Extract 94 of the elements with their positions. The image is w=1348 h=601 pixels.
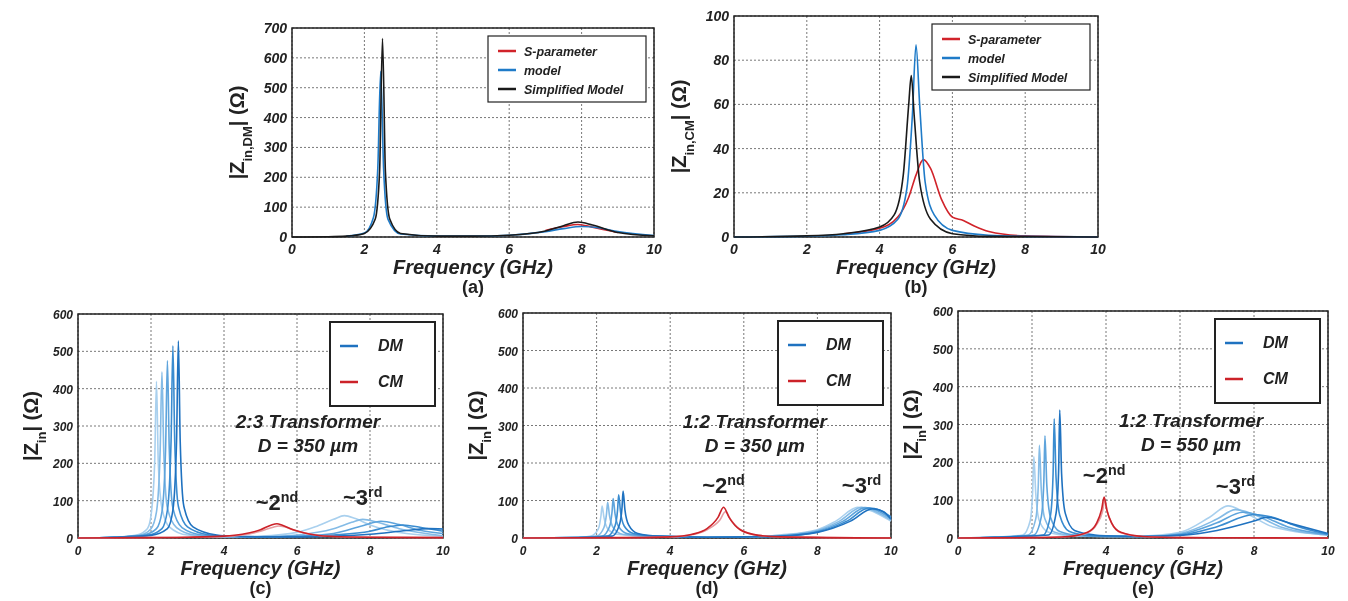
- legend-label: DM: [378, 337, 404, 354]
- y-tick-label: 600: [932, 305, 954, 319]
- legend-label: CM: [826, 372, 852, 389]
- legend-label: Simplified Model: [524, 83, 624, 97]
- y-tick-label: 0: [511, 532, 519, 546]
- annotation: ~2$^{nd}$: [1082, 462, 1126, 489]
- x-tick-label: 10: [884, 544, 898, 558]
- y-tick-label: 200: [496, 457, 519, 471]
- x-tick-label: 6: [293, 544, 301, 558]
- x-tick-label: 2: [1027, 544, 1036, 558]
- text: (e): [1132, 578, 1154, 598]
- x-tick-label: 4: [665, 544, 674, 558]
- x-tick-label: 4: [874, 241, 884, 257]
- y-tick-label: 80: [713, 52, 730, 69]
- x-tick-label: 4: [1101, 544, 1110, 558]
- text: (c): [249, 578, 272, 598]
- y-tick-label: 500: [263, 79, 288, 96]
- text: (d): [695, 578, 719, 598]
- x-tick-label: 6: [1176, 544, 1184, 558]
- annotation: ~3$^{rd}$: [1215, 472, 1256, 499]
- y-tick-label: 100: [52, 494, 74, 509]
- y-tick-label: 300: [263, 139, 288, 156]
- x-tick-label: 2: [359, 241, 369, 257]
- x-tick-label: 4: [431, 241, 441, 257]
- annotation: ~2$^{nd}$: [702, 472, 745, 499]
- x-tick-label: 4: [219, 544, 228, 558]
- x-axis-title: Frequency (GHz): [392, 256, 554, 278]
- y-tick-label: 100: [263, 199, 288, 216]
- annotation: 1:2 Transformer: [682, 410, 829, 432]
- y-tick-label: 20: [712, 184, 730, 201]
- annotation: D = 350 µm: [704, 434, 806, 456]
- y-tick-label: 500: [497, 344, 519, 359]
- y-tick-label: 200: [262, 169, 288, 186]
- y-tick-label: 60: [713, 96, 730, 113]
- x-tick-label: 8: [1021, 241, 1030, 257]
- y-tick-label: 0: [279, 229, 288, 245]
- x-tick-label: 6: [505, 241, 514, 257]
- x-tick-label: 6: [948, 241, 957, 257]
- x-tick-label: 2: [146, 544, 155, 558]
- annotation: ~3$^{rd}$: [841, 472, 882, 499]
- y-tick-label: 40: [712, 140, 730, 157]
- legend-label: DM: [826, 336, 852, 353]
- y-tick-label: 100: [932, 494, 954, 509]
- y-tick-label: 500: [932, 342, 954, 357]
- y-tick-label: 700: [263, 20, 288, 36]
- legend-label: CM: [378, 373, 404, 390]
- y-tick-label: 400: [51, 382, 74, 397]
- legend-label: S-parameter: [524, 45, 599, 59]
- x-tick-label: 2: [592, 544, 601, 558]
- x-tick-label: 10: [1090, 241, 1106, 257]
- annotation: ~3$^{rd}$: [343, 484, 383, 511]
- y-tick-label: 100: [497, 494, 519, 509]
- legend-label: S-parameter: [968, 33, 1043, 47]
- y-tick-label: 500: [52, 345, 74, 360]
- y-tick-label: 300: [52, 420, 74, 434]
- text: (a): [462, 277, 484, 297]
- x-tick-label: 6: [740, 544, 748, 558]
- legend-label: model: [524, 64, 562, 78]
- x-tick-label: 10: [1321, 544, 1335, 558]
- x-axis-title: Frequency (GHz): [1062, 557, 1224, 579]
- y-tick-label: 0: [66, 532, 74, 546]
- x-tick-label: 8: [814, 544, 822, 558]
- legend-label: DM: [1263, 334, 1289, 351]
- x-tick-label: 10: [646, 241, 662, 257]
- annotation: 2:3 Transformer: [234, 411, 382, 433]
- y-tick-label: 200: [931, 456, 954, 471]
- x-tick-label: 10: [436, 544, 450, 558]
- y-tick-label: 100: [705, 8, 730, 24]
- text: (b): [904, 277, 928, 297]
- legend-label: model: [968, 52, 1006, 66]
- x-tick-label: 2: [801, 241, 811, 257]
- annotation: 1:2 Transformer: [1118, 409, 1265, 431]
- legend-label: Simplified Model: [968, 71, 1068, 85]
- y-tick-label: 300: [932, 418, 954, 433]
- y-tick-label: 300: [497, 419, 519, 434]
- y-tick-label: 400: [496, 382, 519, 396]
- y-tick-label: 400: [931, 380, 954, 395]
- x-tick-label: 8: [1250, 544, 1258, 558]
- annotation: ~2$^{nd}$: [255, 488, 299, 515]
- y-tick-label: 600: [52, 308, 74, 322]
- x-axis-title: Frequency (GHz): [626, 557, 788, 579]
- y-tick-label: 200: [51, 457, 74, 472]
- x-axis-title: Frequency (GHz): [835, 256, 997, 278]
- annotation: D = 350 µm: [257, 435, 359, 457]
- x-axis-title: Frequency (GHz): [180, 557, 341, 579]
- y-tick-label: 600: [497, 307, 519, 321]
- x-tick-label: 8: [366, 544, 374, 558]
- x-tick-label: 8: [577, 241, 586, 257]
- y-tick-label: 0: [946, 532, 954, 546]
- y-tick-label: 600: [263, 49, 288, 66]
- y-tick-label: 400: [262, 109, 288, 126]
- y-tick-label: 0: [721, 229, 730, 245]
- annotation: D = 550 µm: [1141, 433, 1242, 455]
- legend-label: CM: [1263, 370, 1289, 387]
